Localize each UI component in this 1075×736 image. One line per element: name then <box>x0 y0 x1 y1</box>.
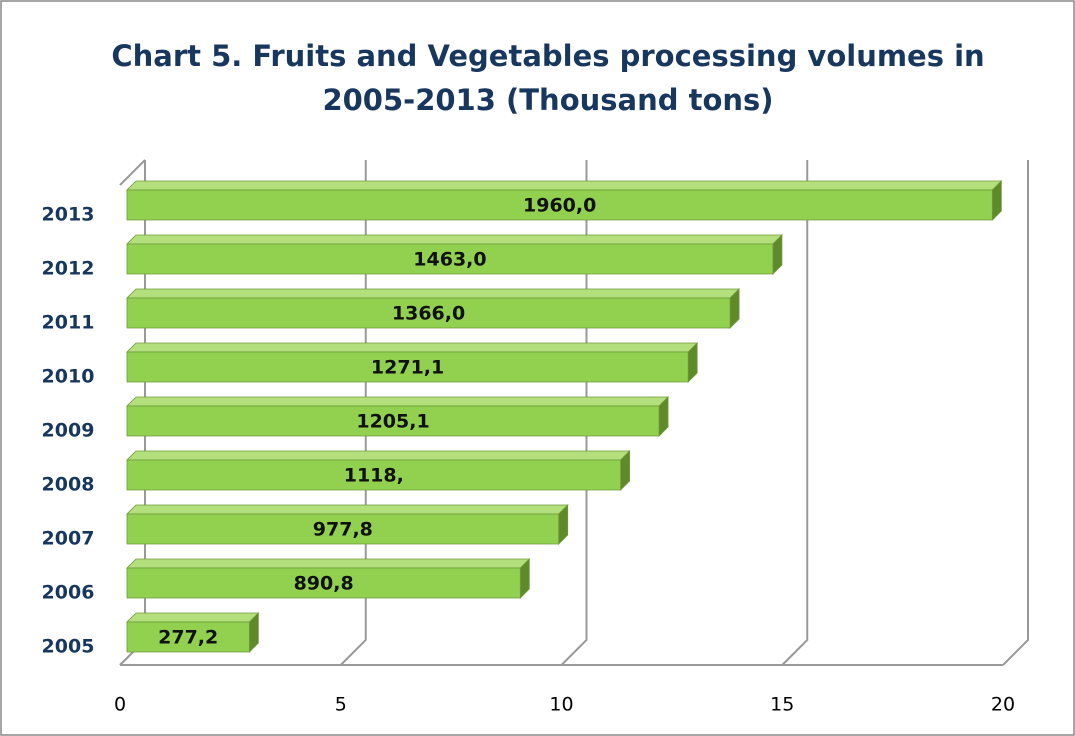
bar-face <box>126 513 560 545</box>
bar-face <box>126 234 783 245</box>
value-label: 1205,1 <box>356 411 429 433</box>
bar-face <box>126 612 260 623</box>
value-label: 1118, <box>344 465 404 487</box>
bar <box>126 234 783 275</box>
bar-face <box>126 567 521 599</box>
bar <box>126 504 569 545</box>
bar-face <box>126 189 993 221</box>
bar <box>126 288 741 329</box>
chart-title: Chart 5. Fruits and Vegetables processin… <box>111 39 984 73</box>
bar <box>126 342 699 383</box>
x-tick-label: 5 <box>335 694 347 716</box>
y-tick-label: 2005 <box>42 636 95 658</box>
value-label: 977,8 <box>313 519 373 541</box>
y-tick-label: 2007 <box>42 528 95 550</box>
bar-face <box>126 297 731 329</box>
x-tick-label: 0 <box>114 694 126 716</box>
value-label: 1463,0 <box>413 249 486 271</box>
y-tick-label: 2008 <box>42 474 95 496</box>
bar <box>126 612 260 653</box>
bar-face <box>126 459 621 491</box>
x-tick-label: 15 <box>770 694 794 716</box>
grid-line <box>781 160 809 666</box>
bar-face <box>126 450 631 461</box>
grid-line <box>1002 160 1029 666</box>
value-label: 1271,1 <box>371 357 444 379</box>
bar <box>126 558 531 599</box>
bar-face <box>126 180 1003 191</box>
y-tick-label: 2009 <box>42 420 95 442</box>
bar-face <box>126 243 774 275</box>
bar-face <box>126 621 250 653</box>
y-tick-label: 2006 <box>42 582 95 604</box>
bar-face <box>126 558 531 569</box>
bar-face <box>126 342 699 353</box>
value-label: 890,8 <box>294 573 354 595</box>
y-tick-label: 2012 <box>42 258 95 280</box>
bar <box>126 396 670 437</box>
bar-face <box>126 405 660 437</box>
bar-face <box>126 288 741 299</box>
y-tick-label: 2011 <box>42 312 95 334</box>
bar-face <box>126 504 569 515</box>
value-label: 1366,0 <box>392 303 465 325</box>
wall-edge <box>119 159 146 186</box>
bar <box>126 450 631 491</box>
bar <box>126 180 1003 221</box>
bar-face <box>126 351 689 383</box>
chart-title: 2005-2013 (Thousand tons) <box>322 83 773 117</box>
bar-face <box>126 396 670 407</box>
x-tick-label: 10 <box>549 694 573 716</box>
y-tick-label: 2010 <box>42 366 95 388</box>
value-label: 1960,0 <box>523 195 596 217</box>
y-tick-label: 2013 <box>42 204 95 226</box>
value-label: 277,2 <box>158 627 218 649</box>
x-tick-label: 20 <box>991 694 1015 716</box>
